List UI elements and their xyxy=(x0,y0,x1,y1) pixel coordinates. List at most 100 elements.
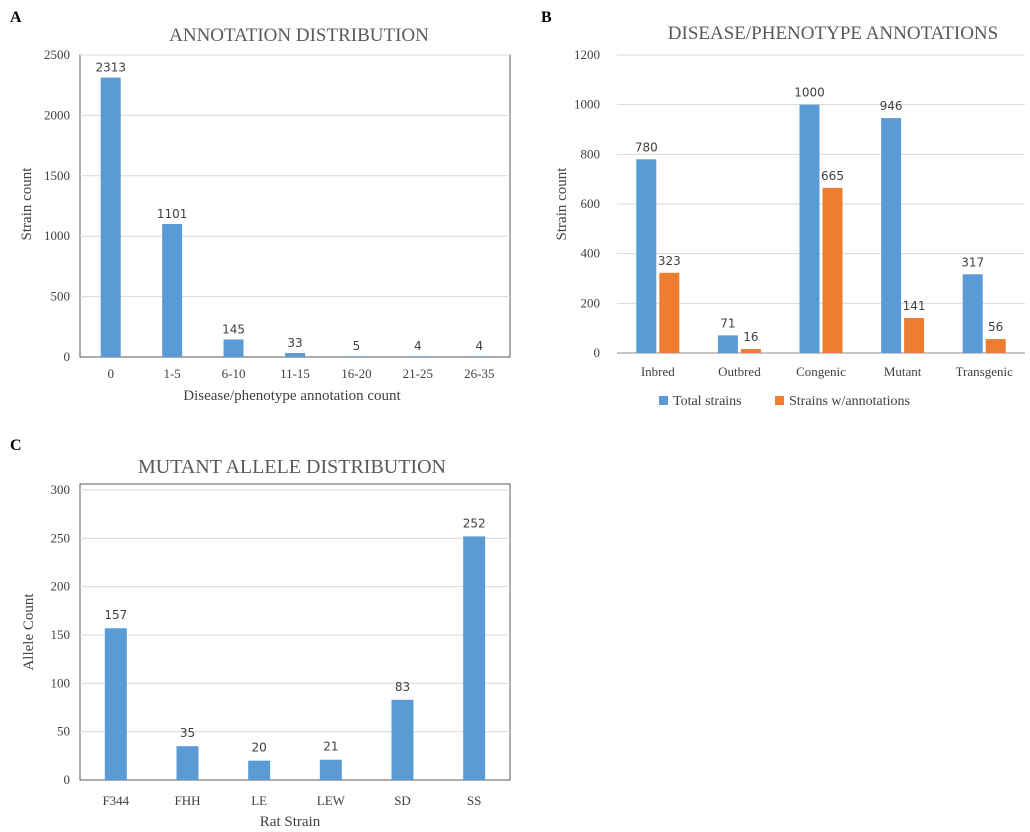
chart-a-xlabel: Disease/phenotype annotation count xyxy=(183,388,401,404)
chart-a-xtick-1: 1-5 xyxy=(163,366,180,381)
chart-a-bars xyxy=(100,77,490,357)
chart-a-xtick-6: 26-35 xyxy=(464,366,494,381)
chart-b-ytick-1200: 1200 xyxy=(574,47,600,62)
chart-a-data-label-2: 145 xyxy=(222,322,245,336)
panel-letter-a: A xyxy=(10,9,22,26)
chart-b-ytick-600: 600 xyxy=(581,196,601,211)
chart-b-ytick-800: 800 xyxy=(581,146,601,161)
chart-b-ytick-400: 400 xyxy=(581,246,601,261)
chart-c-data-label-3: 21 xyxy=(323,740,338,754)
chart-b-bar-s0-0 xyxy=(636,159,657,353)
chart-b-legend: Total strains Strains w/annotations xyxy=(659,394,910,409)
chart-c-data-label-0: 157 xyxy=(104,608,127,622)
chart-b-bar-s1-2 xyxy=(822,187,843,353)
chart-a-bar-5 xyxy=(407,356,428,357)
chart-b-bar-s0-4 xyxy=(962,274,983,353)
chart-disease-phenotype-annotations: DISEASE/PHENOTYPE ANNOTATIONS 0 200 400 600… xyxy=(554,23,1025,409)
chart-a-grid xyxy=(80,54,510,298)
chart-c-data-label-1: 35 xyxy=(180,726,195,740)
chart-a-bar-4 xyxy=(346,356,367,357)
chart-b-ylabel: Strain count xyxy=(554,167,570,241)
chart-b-data-label-s1-2: 665 xyxy=(821,169,844,183)
chart-c-xtick-3: LEW xyxy=(317,793,346,808)
chart-b-data-label-s1-3: 141 xyxy=(903,299,926,313)
chart-b-data-label-s0-2: 1000 xyxy=(794,86,825,100)
chart-b-data-label-s1-1: 16 xyxy=(743,330,758,344)
chart-b-bar-s1-3 xyxy=(904,317,925,353)
chart-b-bars xyxy=(636,104,1006,354)
legend-swatch-strains-with-annotations xyxy=(775,396,784,405)
chart-a-ytick-2000: 2000 xyxy=(44,107,70,122)
chart-a-ytick-1500: 1500 xyxy=(44,168,70,183)
chart-b-xtick-3: Mutant xyxy=(884,364,922,379)
chart-c-plot-frame xyxy=(79,483,511,781)
chart-b-bar-s0-1 xyxy=(717,335,738,353)
chart-a-data-label-3: 33 xyxy=(287,336,302,350)
chart-annotation-distribution: ANNOTATION DISTRIBUTION 0 500 1000 1500 2000… xyxy=(19,25,511,404)
chart-b-xtick-2: Congenic xyxy=(796,364,846,379)
chart-b-grid xyxy=(617,54,1025,354)
chart-b-data-label-s0-4: 317 xyxy=(961,255,984,269)
chart-a-bar-3 xyxy=(285,353,305,357)
chart-c-bar-5 xyxy=(463,536,486,780)
chart-a-xtick-3: 11-15 xyxy=(280,366,310,381)
chart-a-labels: 0 500 1000 1500 2000 2500 0 2313 1-5 1101 6-10 145 1… xyxy=(44,47,494,381)
chart-c-xtick-4: SD xyxy=(394,793,411,808)
chart-a-data-label-5: 4 xyxy=(414,339,422,353)
chart-a-ytick-500: 500 xyxy=(51,289,71,304)
chart-b-bar-s1-4 xyxy=(985,339,1006,353)
chart-b-bar-s1-1 xyxy=(740,349,761,353)
chart-b-data-label-s1-4: 56 xyxy=(988,320,1003,334)
panel-letter-c: C xyxy=(10,437,22,454)
chart-b-data-label-s1-0: 323 xyxy=(658,254,681,268)
legend-label-strains-with-annotations: Strains w/annotations xyxy=(789,394,910,409)
chart-c-data-label-2: 20 xyxy=(252,741,267,755)
chart-b-bar-s0-3 xyxy=(881,118,902,354)
chart-b-ytick-1000: 1000 xyxy=(574,97,600,112)
chart-b-data-label-s0-1: 71 xyxy=(720,316,735,330)
chart-c-data-label-4: 83 xyxy=(395,680,410,694)
chart-a-ytick-2500: 2500 xyxy=(44,47,70,62)
chart-a-bar-1 xyxy=(162,223,183,357)
chart-c-ytick-200: 200 xyxy=(51,579,71,594)
chart-c-data-label-5: 252 xyxy=(463,516,486,530)
chart-c-ytick-0: 0 xyxy=(64,772,71,787)
chart-a-xtick-4: 16-20 xyxy=(341,366,371,381)
chart-c-bar-4 xyxy=(391,699,414,780)
chart-c-xlabel: Rat Strain xyxy=(260,814,321,830)
chart-b-data-label-s0-3: 946 xyxy=(880,99,903,113)
chart-b-title: DISEASE/PHENOTYPE ANNOTATIONS xyxy=(668,23,998,44)
chart-c-xtick-5: SS xyxy=(467,793,481,808)
chart-b-data-label-s0-0: 780 xyxy=(635,140,658,154)
chart-c-bar-3 xyxy=(319,759,342,780)
chart-c-bar-0 xyxy=(104,628,127,780)
chart-c-ytick-250: 250 xyxy=(51,530,71,545)
chart-c-title: MUTANT ALLELE DISTRIBUTION xyxy=(138,456,446,478)
chart-mutant-allele-distribution: MUTANT ALLELE DISTRIBUTION 0 50 100 150 200 2… xyxy=(21,456,511,830)
chart-c-bars xyxy=(104,536,486,780)
chart-a-bar-0 xyxy=(100,77,121,357)
chart-b-labels: 0 200 400 600 800 1000 1200 Inbred 780 323 Outbred… xyxy=(574,47,1013,379)
chart-a-data-label-6: 4 xyxy=(475,339,483,353)
chart-b-xtick-1: Outbred xyxy=(718,364,761,379)
chart-c-ytick-100: 100 xyxy=(51,675,71,690)
chart-b-ytick-200: 200 xyxy=(581,295,601,310)
chart-c-ytick-50: 50 xyxy=(57,724,70,739)
chart-b-xtick-0: Inbred xyxy=(641,364,675,379)
chart-a-ylabel: Strain count xyxy=(19,167,35,241)
chart-c-xtick-1: FHH xyxy=(174,793,200,808)
chart-c-grid xyxy=(80,489,510,733)
chart-c-bar-2 xyxy=(248,760,271,780)
chart-c-ytick-300: 300 xyxy=(51,482,71,497)
chart-b-bar-s1-0 xyxy=(659,272,680,353)
chart-a-bar-6 xyxy=(469,356,490,357)
chart-a-data-label-0: 2313 xyxy=(95,61,126,75)
chart-b-xtick-4: Transgenic xyxy=(956,364,1014,379)
chart-c-xtick-0: F344 xyxy=(102,793,129,808)
chart-a-data-label-4: 5 xyxy=(353,339,361,353)
chart-a-xtick-0: 0 xyxy=(107,366,114,381)
chart-b-bar-s0-2 xyxy=(799,104,820,354)
chart-c-xtick-2: LE xyxy=(251,793,267,808)
chart-a-plot-frame xyxy=(79,54,511,358)
